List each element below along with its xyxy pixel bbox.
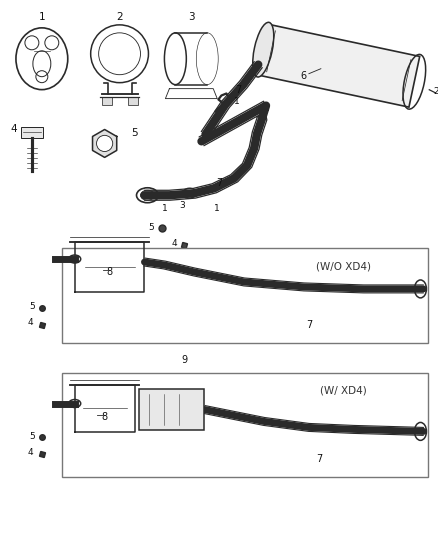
Text: 5: 5 [29,432,35,441]
Polygon shape [258,25,420,107]
Text: 4: 4 [27,448,33,457]
Text: 3: 3 [188,12,194,22]
Text: 6: 6 [301,71,307,80]
Text: 5: 5 [148,223,154,232]
Bar [62,373,428,477]
Bar [139,389,204,431]
Text: 7: 7 [235,85,241,94]
Text: 4: 4 [27,318,33,327]
Text: 7: 7 [316,454,322,464]
Text: 1: 1 [39,12,45,22]
Text: 2: 2 [116,12,123,22]
Text: 4: 4 [172,239,177,248]
Bar [127,96,138,104]
Bar [62,248,428,343]
Text: 7: 7 [306,320,312,330]
Text: 9: 9 [181,354,187,365]
Text: (W/O XD4): (W/O XD4) [316,261,371,271]
Text: 7: 7 [216,179,223,188]
Ellipse shape [253,22,274,77]
Text: 4: 4 [11,125,17,134]
Text: 8: 8 [106,267,113,277]
Bar [102,96,112,104]
Bar [21,126,43,139]
Text: 3: 3 [180,201,185,209]
Text: 8: 8 [102,413,108,423]
Text: 1: 1 [214,204,220,213]
Text: 5: 5 [131,128,138,139]
Text: (W/ XD4): (W/ XD4) [320,385,367,395]
Circle shape [96,135,113,151]
Text: 1: 1 [162,204,167,213]
Text: 2: 2 [434,87,438,96]
Polygon shape [92,130,117,157]
Text: 1: 1 [233,97,239,106]
Text: 5: 5 [29,302,35,311]
